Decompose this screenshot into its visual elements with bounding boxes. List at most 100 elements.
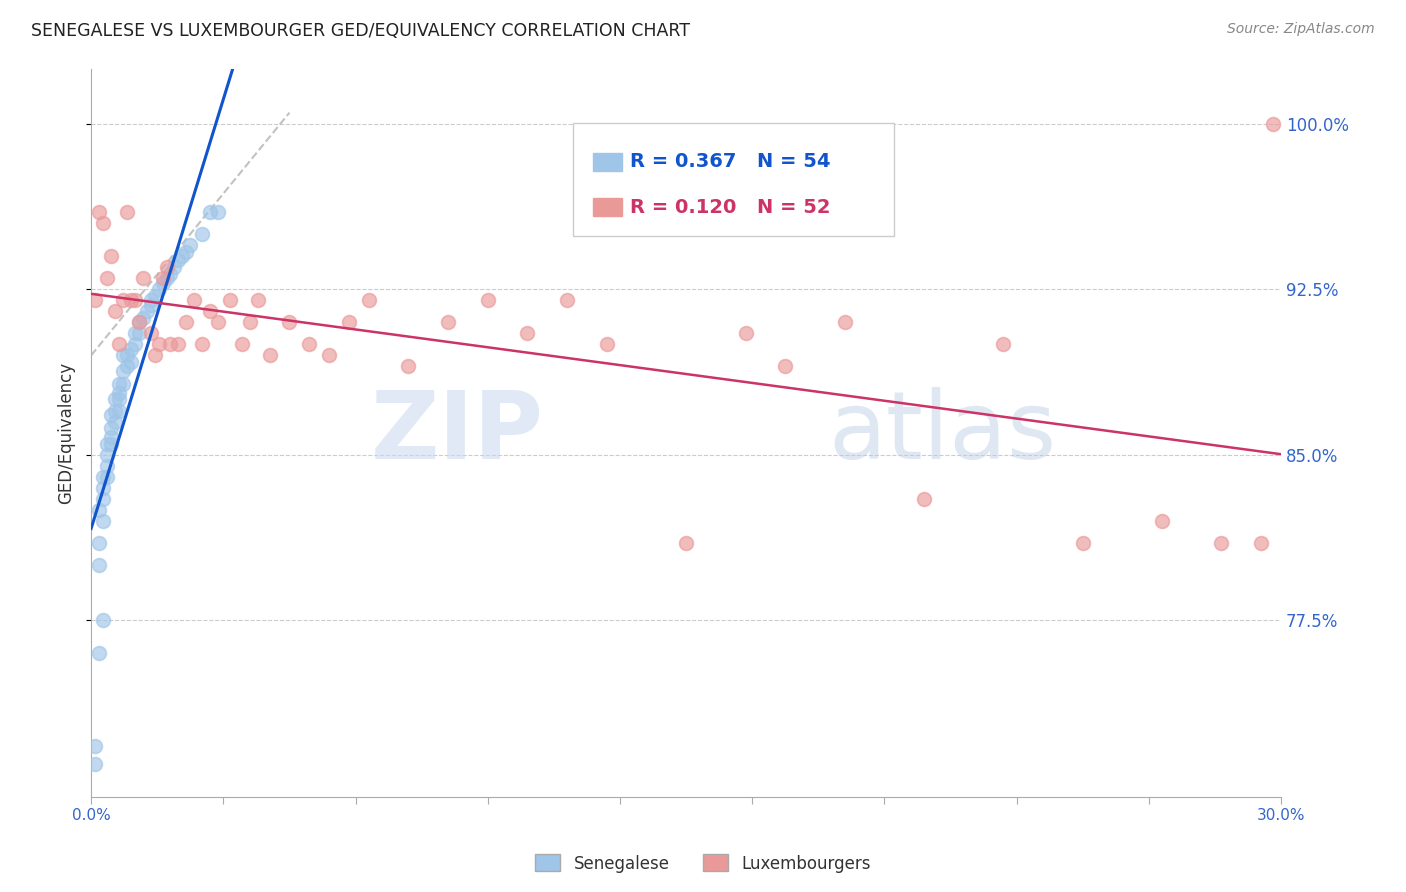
Point — [91, 216, 114, 230]
Point — [124, 337, 146, 351]
Point — [773, 359, 796, 374]
Point — [135, 304, 157, 318]
Point — [176, 244, 198, 259]
Point — [1071, 536, 1094, 550]
Point — [84, 739, 107, 753]
Point — [179, 238, 201, 252]
Point — [198, 205, 221, 219]
Point — [148, 282, 170, 296]
Point — [167, 253, 190, 268]
Point — [1261, 117, 1284, 131]
Point — [87, 558, 110, 572]
Point — [318, 348, 340, 362]
Point — [477, 293, 499, 308]
Point — [1211, 536, 1233, 550]
Point — [159, 337, 181, 351]
Point — [516, 326, 538, 341]
Point — [87, 646, 110, 660]
Text: N = 54: N = 54 — [758, 153, 831, 171]
Point — [100, 249, 122, 263]
Point — [120, 342, 142, 356]
Point — [278, 315, 301, 329]
Point — [555, 293, 578, 308]
FancyBboxPatch shape — [593, 153, 621, 170]
Point — [108, 385, 131, 400]
Point — [596, 337, 619, 351]
Point — [115, 348, 138, 362]
Point — [219, 293, 242, 308]
Point — [912, 491, 935, 506]
Text: N = 52: N = 52 — [758, 198, 831, 217]
Point — [993, 337, 1015, 351]
Point — [143, 289, 166, 303]
Point — [139, 293, 162, 308]
Point — [91, 469, 114, 483]
Point — [1250, 536, 1272, 550]
Point — [357, 293, 380, 308]
Legend: Senegalese, Luxembourgers: Senegalese, Luxembourgers — [529, 847, 877, 880]
Point — [96, 271, 118, 285]
Point — [132, 271, 155, 285]
Point — [259, 348, 281, 362]
Point — [246, 293, 269, 308]
FancyBboxPatch shape — [593, 198, 621, 216]
Point — [91, 481, 114, 495]
Point — [120, 355, 142, 369]
Point — [91, 514, 114, 528]
Point — [115, 359, 138, 374]
Point — [104, 392, 127, 407]
Point — [120, 293, 142, 308]
Point — [111, 364, 134, 378]
Point — [207, 205, 229, 219]
Point — [396, 359, 419, 374]
Point — [108, 377, 131, 392]
Point — [139, 326, 162, 341]
Point — [139, 298, 162, 312]
Point — [155, 260, 177, 274]
Point — [115, 205, 138, 219]
Text: R = 0.120: R = 0.120 — [630, 198, 737, 217]
Point — [100, 421, 122, 435]
Point — [108, 403, 131, 417]
Point — [87, 536, 110, 550]
Point — [96, 448, 118, 462]
Y-axis label: GED/Equivalency: GED/Equivalency — [58, 361, 75, 504]
FancyBboxPatch shape — [574, 123, 894, 236]
Point — [183, 293, 205, 308]
Point — [108, 392, 131, 407]
Point — [100, 436, 122, 450]
Point — [143, 348, 166, 362]
Point — [104, 415, 127, 429]
Point — [239, 315, 262, 329]
Point — [734, 326, 756, 341]
Point — [159, 267, 181, 281]
Point — [148, 337, 170, 351]
Point — [111, 377, 134, 392]
Point — [152, 276, 174, 290]
Point — [104, 304, 127, 318]
Point — [834, 315, 856, 329]
Point — [84, 756, 107, 771]
Point — [172, 249, 194, 263]
Point — [1150, 514, 1173, 528]
Point — [163, 260, 186, 274]
Point — [298, 337, 321, 351]
Point — [337, 315, 360, 329]
Point — [96, 458, 118, 473]
Point — [128, 326, 150, 341]
Point — [128, 315, 150, 329]
Point — [231, 337, 253, 351]
Point — [87, 205, 110, 219]
Point — [191, 227, 214, 241]
Point — [198, 304, 221, 318]
Point — [152, 271, 174, 285]
Point — [191, 337, 214, 351]
Point — [96, 436, 118, 450]
Point — [167, 337, 190, 351]
Text: ZIP: ZIP — [370, 386, 543, 479]
Point — [91, 491, 114, 506]
Point — [84, 293, 107, 308]
Point — [87, 503, 110, 517]
Point — [207, 315, 229, 329]
Point — [176, 315, 198, 329]
